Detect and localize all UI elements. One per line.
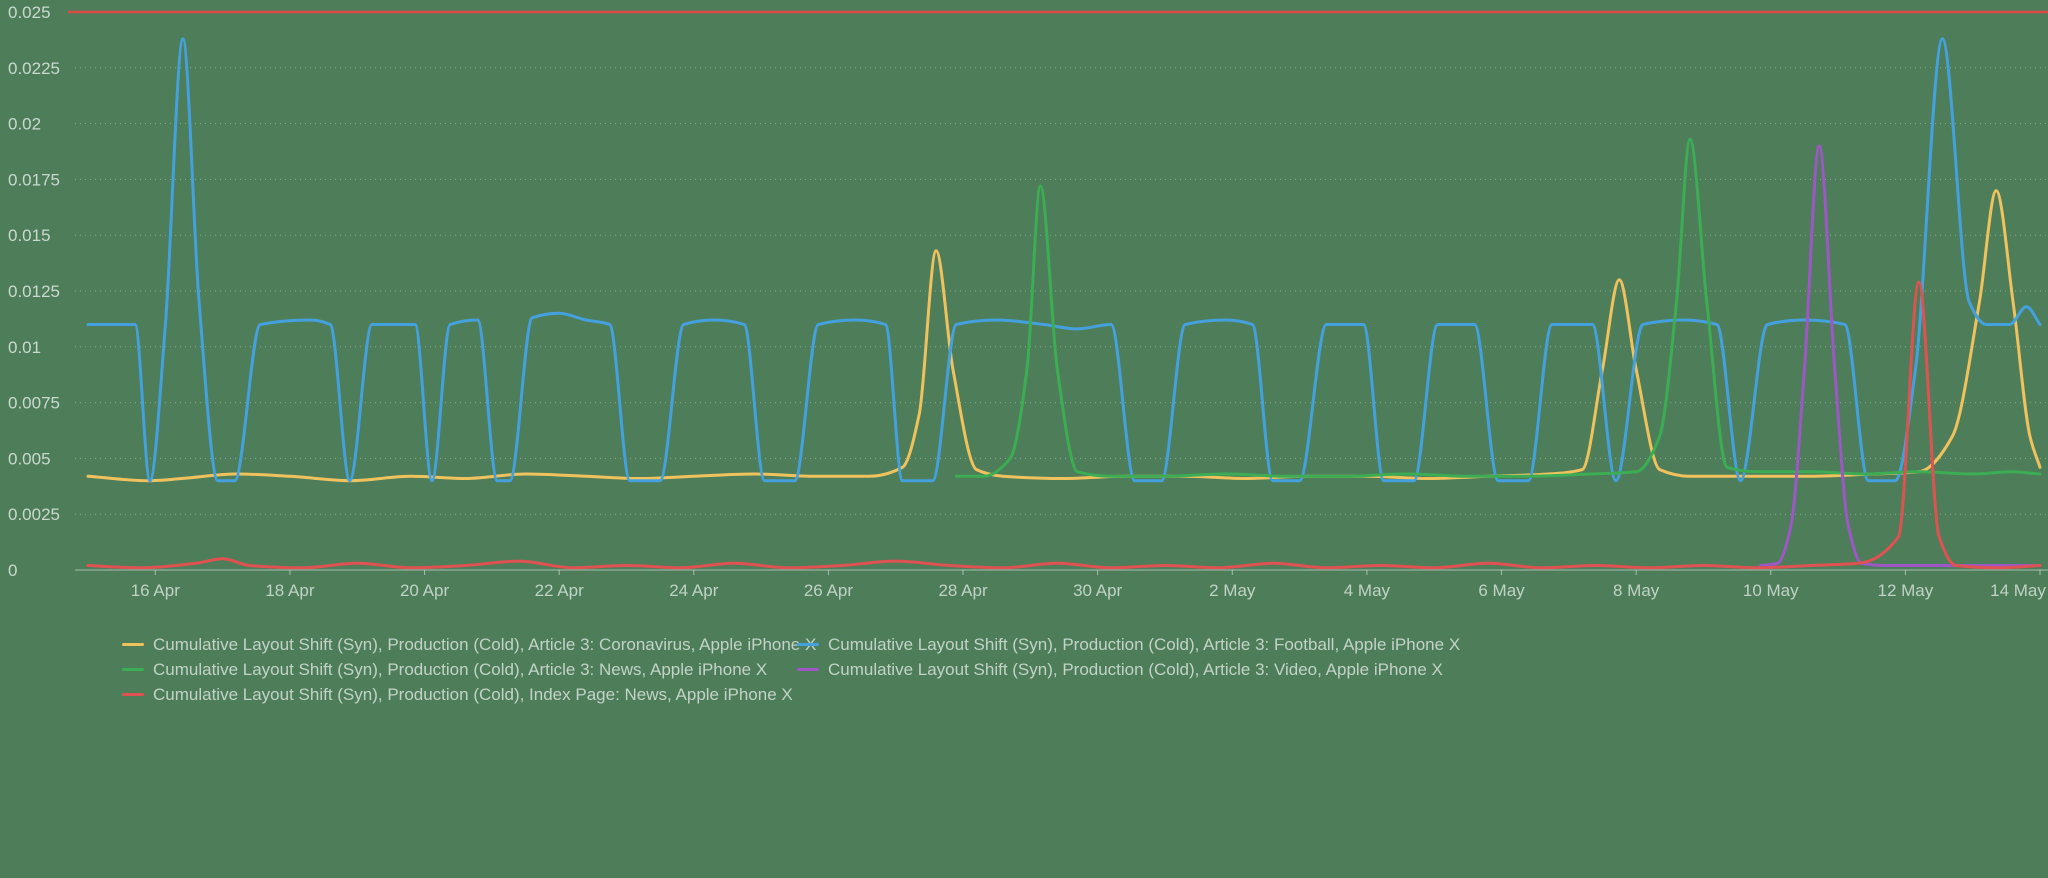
x-tick-label: 12 May <box>1878 581 1934 600</box>
x-tick-label: 16 Apr <box>131 581 180 600</box>
x-tick-label: 20 Apr <box>400 581 449 600</box>
series-line-article3-football[interactable] <box>86 37 2042 483</box>
x-tick-label: 30 Apr <box>1073 581 1122 600</box>
y-tick-label: 0.0075 <box>8 394 60 413</box>
y-tick-label: 0 <box>8 561 17 580</box>
legend-swatch-coronavirus <box>122 643 144 646</box>
legend-label-coronavirus: Cumulative Layout Shift (Syn), Productio… <box>153 635 817 654</box>
y-tick-label: 0.02 <box>8 115 41 134</box>
legend-label-index-news: Cumulative Layout Shift (Syn), Productio… <box>153 685 793 704</box>
x-tick-label: 6 May <box>1478 581 1525 600</box>
series-line-article3-coronavirus[interactable] <box>86 189 2042 483</box>
x-tick-label: 24 Apr <box>669 581 718 600</box>
series-line-article3-news[interactable] <box>954 137 2042 478</box>
cls-trend-line-chart[interactable]: 0 0.0025 0.005 0.0075 0.01 0.0125 0.015 0.0175 0… <box>0 0 2048 612</box>
legend-item-football[interactable]: Cumulative Layout Shift (Syn), Productio… <box>797 635 1460 654</box>
legend-item-index-news[interactable]: Cumulative Layout Shift (Syn), Productio… <box>122 685 797 704</box>
series-line-index-page-news[interactable] <box>86 280 2042 570</box>
x-tick-label: 10 May <box>1743 581 1799 600</box>
x-tick-label: 14 May <box>1990 581 2046 600</box>
y-tick-label: 0.0175 <box>8 170 60 189</box>
x-tick-label: 22 Apr <box>535 581 584 600</box>
legend-swatch-news <box>122 668 144 671</box>
legend-label-football: Cumulative Layout Shift (Syn), Productio… <box>828 635 1461 654</box>
legend-item-video[interactable]: Cumulative Layout Shift (Syn), Productio… <box>797 660 1460 679</box>
legend-label-video: Cumulative Layout Shift (Syn), Productio… <box>828 660 1443 679</box>
y-tick-label: 0.0225 <box>8 59 60 78</box>
legend-label-news: Cumulative Layout Shift (Syn), Productio… <box>153 660 768 679</box>
legend-swatch-video <box>797 668 819 671</box>
x-tick-label: 4 May <box>1344 581 1391 600</box>
legend-item-news[interactable]: Cumulative Layout Shift (Syn), Productio… <box>122 660 797 679</box>
x-tick-label: 28 Apr <box>938 581 987 600</box>
series-line-article3-video[interactable] <box>1759 144 2042 568</box>
y-tick-label: 0.01 <box>8 338 41 357</box>
legend-swatch-football <box>797 643 819 646</box>
x-tick-label: 2 May <box>1209 581 1256 600</box>
y-tick-label: 0.005 <box>8 449 51 468</box>
cls-trend-panel: 0 0.0025 0.005 0.0075 0.01 0.0125 0.015 0.0175 0… <box>0 0 2048 704</box>
x-tick-label: 18 Apr <box>265 581 314 600</box>
x-tick-label: 8 May <box>1613 581 1660 600</box>
x-tick-label: 26 Apr <box>804 581 853 600</box>
legend-item-coronavirus[interactable]: Cumulative Layout Shift (Syn), Productio… <box>122 635 816 654</box>
y-tick-label: 0.015 <box>8 226 51 245</box>
legend-swatch-index-news <box>122 693 144 696</box>
y-tick-label: 0.025 <box>8 3 51 22</box>
y-tick-label: 0.0025 <box>8 505 60 524</box>
chart-legend: Cumulative Layout Shift (Syn), Productio… <box>0 635 2048 704</box>
y-tick-label: 0.0125 <box>8 282 60 301</box>
